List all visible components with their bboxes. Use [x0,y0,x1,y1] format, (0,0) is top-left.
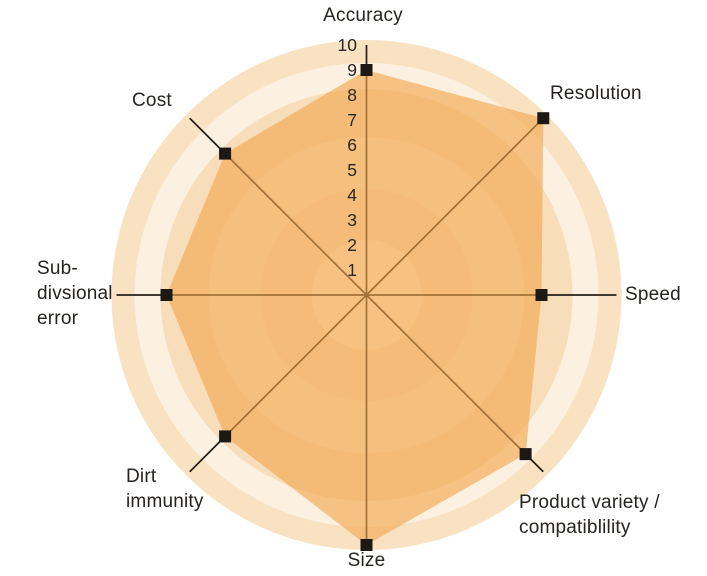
axis-label-size: Size [316,549,417,573]
data-point-size [360,539,373,551]
axis-label-speed: Speed [625,283,681,307]
axis-label-text-line3: error [37,308,79,329]
axis-label-text-line2: compatiblility [519,517,631,538]
tick-label-4: 4 [347,185,357,205]
tick-label-2: 2 [347,235,357,255]
data-point-accuracy [360,64,373,76]
data-point-markers [160,64,550,551]
axis-label-text-line1: Dirt [126,466,157,487]
scale-tick-labels: 10 9 8 7 6 5 4 3 2 1 [338,35,358,280]
axis-label-dirt-immunity: Dirt immunity [126,464,204,514]
axis-label-text-line1: Sub- [37,258,78,279]
data-point-product-variety-compatiblility [519,448,532,461]
tick-label-1: 1 [347,260,357,280]
tick-label-10: 10 [338,35,358,55]
tick-label-9: 9 [347,60,357,80]
data-point-resolution [537,112,550,125]
axis-label-text: Resolution [550,83,642,104]
axis-label-product-variety: Product variety / compatiblility [519,490,660,540]
axis-label-text: Speed [625,284,681,305]
axis-label-cost: Cost [132,89,172,113]
axis-label-text: Accuracy [323,5,403,26]
axis-label-subdivisional-error: Sub- divsional error [37,256,113,331]
tick-label-3: 3 [347,210,357,230]
axis-label-text: Size [347,550,386,571]
axis-label-text-line2: divsional [37,283,113,304]
data-point-cost [219,147,232,160]
axis-label-text-line2: immunity [126,491,204,512]
data-point-dirt-immunity [219,430,232,443]
axis-label-text: Cost [132,90,172,111]
data-point-sub-divsional-error [160,289,173,301]
tick-label-7: 7 [347,110,357,130]
tick-label-8: 8 [347,85,357,105]
data-polygon [166,70,544,545]
axis-label-resolution: Resolution [550,82,642,106]
axis-label-accuracy: Accuracy [257,4,469,28]
axis-label-text-line1: Product variety / [519,492,660,513]
tick-label-6: 6 [347,135,357,155]
data-polygon-group [166,70,544,545]
data-point-speed [535,289,548,301]
tick-label-5: 5 [347,160,357,180]
